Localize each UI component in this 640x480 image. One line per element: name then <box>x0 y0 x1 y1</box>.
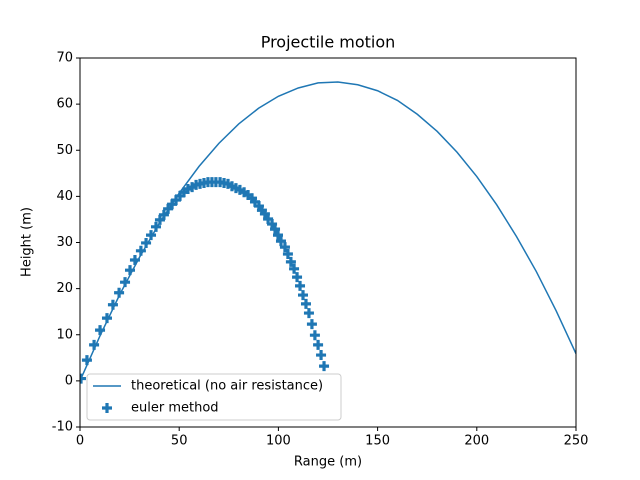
y-tick-label: 70 <box>56 51 73 66</box>
euler-point <box>150 221 161 232</box>
euler-point <box>243 189 254 200</box>
euler-point <box>95 325 106 336</box>
euler-point <box>292 272 303 283</box>
euler-point <box>187 182 198 193</box>
euler-point <box>285 256 296 267</box>
x-tick-label: 50 <box>171 434 188 449</box>
euler-point <box>174 190 185 201</box>
euler-point <box>259 208 270 219</box>
y-tick-label: -10 <box>52 420 73 435</box>
euler-point <box>234 184 245 195</box>
legend-box <box>86 373 342 421</box>
euler-point <box>275 236 286 247</box>
euler-point <box>154 214 165 225</box>
euler-point <box>135 245 146 256</box>
euler-point <box>80 373 86 384</box>
euler-point <box>178 187 189 198</box>
x-tick-label: 100 <box>266 434 291 449</box>
x-tick-label: 0 <box>76 434 84 449</box>
euler-point <box>256 205 267 216</box>
euler-point <box>253 201 264 212</box>
euler-point <box>298 290 309 301</box>
euler-point <box>303 308 314 319</box>
y-tick-label: 10 <box>56 327 73 342</box>
euler-point <box>267 219 278 230</box>
y-tick-label: 0 <box>65 373 73 388</box>
euler-point <box>146 230 157 241</box>
euler-point <box>263 213 274 224</box>
y-tick-label: 40 <box>56 189 73 204</box>
euler-point <box>306 319 317 330</box>
euler-point <box>89 339 100 350</box>
x-axis-label: Range (m) <box>294 455 362 470</box>
euler-point <box>167 199 178 210</box>
euler-point <box>141 237 152 248</box>
euler-point <box>249 196 260 207</box>
y-tick-label: 30 <box>56 235 73 250</box>
euler-point <box>313 339 324 350</box>
euler-point <box>300 298 311 309</box>
euler-point <box>316 350 327 361</box>
euler-point <box>223 178 234 189</box>
euler-point <box>182 183 193 194</box>
legend-label: theoretical (no air resistance) <box>131 379 323 394</box>
euler-point <box>107 299 118 310</box>
y-tick-label: 50 <box>56 143 73 158</box>
euler-point <box>230 183 241 194</box>
euler-point <box>289 263 300 274</box>
legend-label: euler method <box>131 401 219 416</box>
x-tick-label: 200 <box>464 434 489 449</box>
euler-point <box>270 224 281 235</box>
euler-point <box>158 209 169 220</box>
euler-point <box>273 230 284 241</box>
x-tick-label: 250 <box>564 434 589 449</box>
y-tick-label: 20 <box>56 281 73 296</box>
euler-point <box>129 255 140 266</box>
x-tick-label: 150 <box>365 434 390 449</box>
euler-point <box>282 249 293 260</box>
euler-point <box>163 203 174 214</box>
plot-frame <box>79 57 577 428</box>
euler-point <box>124 265 135 276</box>
y-axis-label: Height (m) <box>20 207 35 277</box>
euler-point <box>295 280 306 291</box>
euler-point <box>101 313 112 324</box>
euler-point <box>279 242 290 253</box>
euler-point <box>171 195 182 206</box>
euler-point <box>247 193 258 204</box>
euler-point <box>114 287 125 298</box>
legend-marker <box>102 403 112 413</box>
chart-title: Projectile motion <box>261 33 396 52</box>
euler-point <box>81 355 92 366</box>
euler-point <box>226 181 237 192</box>
euler-point <box>239 187 250 198</box>
euler-point <box>309 330 320 341</box>
y-tick-label: 60 <box>56 97 73 112</box>
euler-point <box>319 361 330 372</box>
euler-point <box>120 277 131 288</box>
